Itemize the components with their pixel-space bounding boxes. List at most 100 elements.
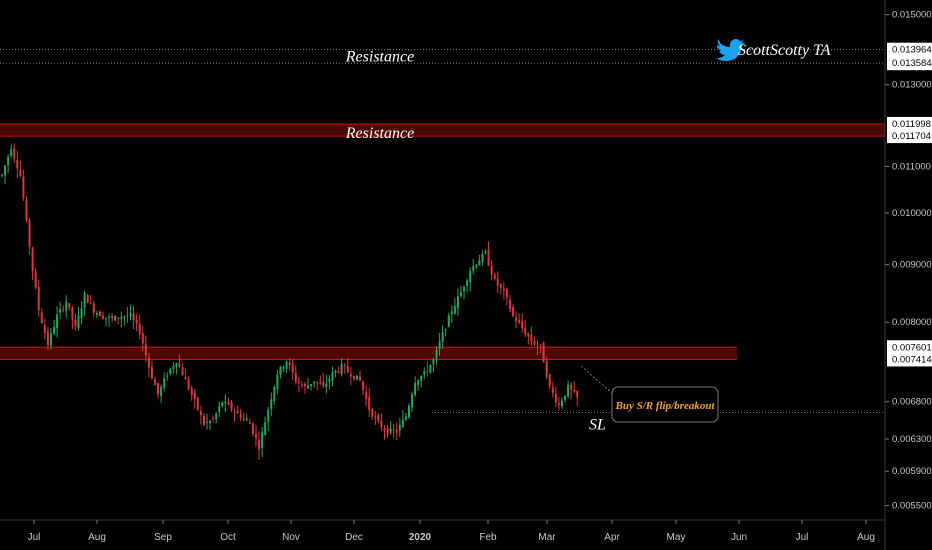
candle-body	[157, 382, 160, 395]
price-level-box	[887, 352, 932, 367]
annotations: SL Buy S/R flip/breakout	[432, 365, 885, 434]
candle-body	[193, 392, 196, 400]
candle-body	[264, 422, 267, 435]
candle-body	[493, 274, 496, 279]
x-tick-label: Feb	[479, 532, 497, 543]
candle-body	[37, 286, 40, 311]
candle-body	[377, 415, 380, 422]
candle-body	[453, 305, 456, 314]
candle-body	[248, 422, 251, 424]
y-tick-label: 0.010000	[892, 208, 932, 219]
candle-body	[331, 372, 334, 381]
candle-body	[404, 416, 407, 420]
x-tick-label: Aug	[88, 532, 106, 543]
candle-body	[43, 325, 46, 334]
candle-body	[395, 429, 398, 433]
candle-body	[233, 412, 236, 414]
candle-body	[221, 402, 224, 406]
candle-body	[557, 403, 560, 406]
candle-body	[224, 401, 227, 404]
candle-body	[187, 379, 190, 389]
candle-body	[239, 413, 242, 419]
candle-body	[502, 288, 505, 291]
candle-body	[355, 375, 358, 380]
x-axis[interactable]: Jul Aug Sep Oct Nov Dec 2020 Feb Mar Apr May Jun Jul…	[0, 519, 885, 543]
candle-body	[472, 266, 475, 271]
candle-body	[444, 329, 447, 331]
candle-body	[111, 315, 114, 319]
candle-body	[25, 199, 28, 221]
price-level-label: 0.007414	[892, 354, 932, 365]
zone-label: Resistance	[345, 125, 414, 142]
candle-body	[105, 317, 108, 319]
y-tick-label: 0.005500	[892, 501, 932, 512]
candle-body	[166, 375, 169, 377]
candle-body	[209, 420, 212, 423]
candle-body	[89, 302, 92, 304]
candle-body	[13, 148, 16, 159]
candle-body	[374, 416, 377, 418]
zone-band	[0, 123, 885, 137]
callout-box	[611, 386, 719, 423]
candle-body	[456, 296, 459, 308]
candle-body	[258, 439, 261, 450]
candle-body	[77, 315, 80, 329]
candle-body	[172, 366, 175, 369]
price-level-label: 0.007601	[892, 342, 932, 353]
zone-band	[0, 347, 737, 360]
candles	[1, 143, 579, 460]
y-axis[interactable]: 0.015000 0.013000 0.011000 0.010000 0.009000…	[884, 0, 932, 550]
candle-body	[141, 333, 144, 344]
price-level-label: 0.011998	[892, 119, 931, 130]
candle-body	[285, 361, 288, 369]
candle-body	[68, 303, 71, 308]
x-tick-label: Sep	[154, 532, 172, 543]
candle-body	[92, 303, 95, 313]
candle-body	[352, 375, 355, 379]
candle-body	[126, 315, 129, 317]
candle-body	[108, 316, 111, 318]
candle-body	[62, 308, 65, 310]
price-level-label: 0.013964	[892, 45, 932, 56]
candle-body	[407, 405, 410, 418]
candle-body	[19, 170, 22, 176]
candle-body	[230, 402, 233, 410]
candle-body	[291, 363, 294, 373]
x-tick-label: Mar	[538, 532, 556, 543]
candle-body	[242, 418, 245, 420]
candle-body	[7, 156, 10, 166]
candle-body	[313, 381, 316, 384]
candle-body	[310, 384, 313, 387]
candle-body	[16, 159, 19, 169]
candle-body	[279, 366, 282, 376]
candle-body	[129, 313, 132, 317]
candle-body	[65, 301, 68, 311]
candle-body	[380, 420, 383, 428]
candle-body	[144, 343, 147, 356]
x-tick-label: Jul	[796, 532, 809, 543]
candle-body	[441, 332, 444, 343]
x-tick-label: May	[667, 532, 686, 543]
candle-body	[53, 326, 56, 334]
candle-body	[80, 308, 83, 318]
y-tick-label: 0.005900	[892, 466, 932, 477]
candle-body	[71, 307, 74, 320]
price-level-label: 0.013584	[892, 58, 932, 69]
candle-body	[212, 418, 215, 420]
candle-body	[359, 376, 362, 381]
candle-body	[505, 289, 508, 298]
x-tick-label: Nov	[282, 532, 300, 543]
candle-body	[28, 219, 31, 247]
candle-body	[181, 367, 184, 376]
callout-text: Buy S/R flip/breakout	[614, 400, 715, 412]
callout-pointer	[580, 365, 613, 394]
candle-body	[114, 315, 117, 321]
candle-body	[251, 423, 254, 434]
candle-body	[31, 247, 34, 271]
candle-body	[199, 411, 202, 416]
candle-body	[340, 364, 343, 375]
candle-body	[362, 381, 365, 391]
candle-body	[401, 419, 404, 428]
candle-body	[261, 432, 264, 449]
